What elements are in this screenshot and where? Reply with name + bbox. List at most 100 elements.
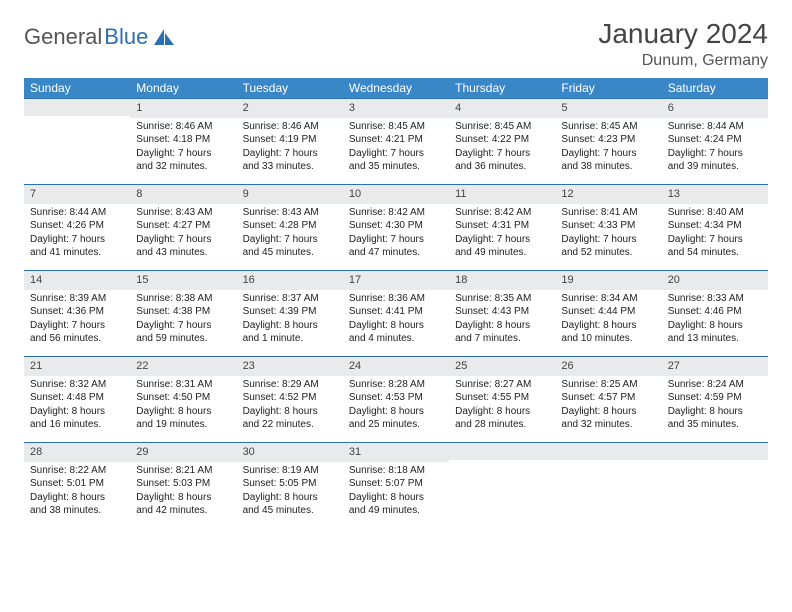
daylight-text: Daylight: 8 hours and 25 minutes.	[349, 405, 443, 432]
day: 24Sunrise: 8:28 AMSunset: 4:53 PMDayligh…	[343, 356, 449, 436]
day: 2Sunrise: 8:46 AMSunset: 4:19 PMDaylight…	[237, 98, 343, 178]
day: 8Sunrise: 8:43 AMSunset: 4:27 PMDaylight…	[130, 184, 236, 264]
daylight-text: Daylight: 8 hours and 7 minutes.	[455, 319, 549, 346]
sunset-text: Sunset: 4:31 PM	[455, 219, 549, 233]
day-body: Sunrise: 8:32 AMSunset: 4:48 PMDaylight:…	[24, 376, 130, 436]
daylight-text: Daylight: 7 hours and 47 minutes.	[349, 233, 443, 260]
day-body: Sunrise: 8:46 AMSunset: 4:18 PMDaylight:…	[130, 118, 236, 178]
sunset-text: Sunset: 4:24 PM	[668, 133, 762, 147]
day-number: 11	[449, 184, 555, 204]
daylight-text: Daylight: 8 hours and 28 minutes.	[455, 405, 549, 432]
day: 11Sunrise: 8:42 AMSunset: 4:31 PMDayligh…	[449, 184, 555, 264]
sunset-text: Sunset: 4:59 PM	[668, 391, 762, 405]
day: 15Sunrise: 8:38 AMSunset: 4:38 PMDayligh…	[130, 270, 236, 350]
day: 21Sunrise: 8:32 AMSunset: 4:48 PMDayligh…	[24, 356, 130, 436]
calendar-table: SundayMondayTuesdayWednesdayThursdayFrid…	[24, 78, 768, 528]
sunrise-text: Sunrise: 8:44 AM	[668, 120, 762, 134]
calendar-cell: 27Sunrise: 8:24 AMSunset: 4:59 PMDayligh…	[662, 356, 768, 442]
sunrise-text: Sunrise: 8:42 AM	[349, 206, 443, 220]
daylight-text: Daylight: 7 hours and 56 minutes.	[30, 319, 124, 346]
calendar-week-row: 14Sunrise: 8:39 AMSunset: 4:36 PMDayligh…	[24, 270, 768, 356]
sunrise-text: Sunrise: 8:24 AM	[668, 378, 762, 392]
sunset-text: Sunset: 4:36 PM	[30, 305, 124, 319]
day: 1Sunrise: 8:46 AMSunset: 4:18 PMDaylight…	[130, 98, 236, 178]
day-number: 4	[449, 98, 555, 118]
sunrise-text: Sunrise: 8:38 AM	[136, 292, 230, 306]
day-body: Sunrise: 8:31 AMSunset: 4:50 PMDaylight:…	[130, 376, 236, 436]
sunrise-text: Sunrise: 8:25 AM	[561, 378, 655, 392]
daylight-text: Daylight: 7 hours and 33 minutes.	[243, 147, 337, 174]
daylight-text: Daylight: 8 hours and 19 minutes.	[136, 405, 230, 432]
calendar-week-row: 1Sunrise: 8:46 AMSunset: 4:18 PMDaylight…	[24, 98, 768, 184]
calendar-cell: 24Sunrise: 8:28 AMSunset: 4:53 PMDayligh…	[343, 356, 449, 442]
calendar-cell: 11Sunrise: 8:42 AMSunset: 4:31 PMDayligh…	[449, 184, 555, 270]
day-body: Sunrise: 8:46 AMSunset: 4:19 PMDaylight:…	[237, 118, 343, 178]
sunrise-text: Sunrise: 8:34 AM	[561, 292, 655, 306]
daylight-text: Daylight: 7 hours and 52 minutes.	[561, 233, 655, 260]
day	[662, 442, 768, 460]
sunset-text: Sunset: 4:52 PM	[243, 391, 337, 405]
location-label: Dunum, Germany	[598, 52, 768, 70]
day-body: Sunrise: 8:39 AMSunset: 4:36 PMDaylight:…	[24, 290, 130, 350]
sunset-text: Sunset: 4:43 PM	[455, 305, 549, 319]
calendar-cell: 9Sunrise: 8:43 AMSunset: 4:28 PMDaylight…	[237, 184, 343, 270]
calendar-body: 1Sunrise: 8:46 AMSunset: 4:18 PMDaylight…	[24, 98, 768, 528]
sunset-text: Sunset: 4:21 PM	[349, 133, 443, 147]
calendar-cell: 25Sunrise: 8:27 AMSunset: 4:55 PMDayligh…	[449, 356, 555, 442]
day-body: Sunrise: 8:21 AMSunset: 5:03 PMDaylight:…	[130, 462, 236, 522]
weekday-header: Monday	[130, 78, 236, 98]
day: 4Sunrise: 8:45 AMSunset: 4:22 PMDaylight…	[449, 98, 555, 178]
day: 7Sunrise: 8:44 AMSunset: 4:26 PMDaylight…	[24, 184, 130, 264]
sunrise-text: Sunrise: 8:36 AM	[349, 292, 443, 306]
sunset-text: Sunset: 4:53 PM	[349, 391, 443, 405]
day-number: 2	[237, 98, 343, 118]
calendar-week-row: 7Sunrise: 8:44 AMSunset: 4:26 PMDaylight…	[24, 184, 768, 270]
calendar-cell: 4Sunrise: 8:45 AMSunset: 4:22 PMDaylight…	[449, 98, 555, 184]
day: 23Sunrise: 8:29 AMSunset: 4:52 PMDayligh…	[237, 356, 343, 436]
page-header: GeneralBlue January 2024 Dunum, Germany	[24, 18, 768, 70]
daylight-text: Daylight: 7 hours and 54 minutes.	[668, 233, 762, 260]
sunset-text: Sunset: 4:23 PM	[561, 133, 655, 147]
day-body: Sunrise: 8:45 AMSunset: 4:22 PMDaylight:…	[449, 118, 555, 178]
calendar-cell: 5Sunrise: 8:45 AMSunset: 4:23 PMDaylight…	[555, 98, 661, 184]
day: 17Sunrise: 8:36 AMSunset: 4:41 PMDayligh…	[343, 270, 449, 350]
day-number: 25	[449, 356, 555, 376]
day-number: 28	[24, 442, 130, 462]
sunset-text: Sunset: 4:46 PM	[668, 305, 762, 319]
title-block: January 2024 Dunum, Germany	[598, 18, 768, 70]
day: 25Sunrise: 8:27 AMSunset: 4:55 PMDayligh…	[449, 356, 555, 436]
sunset-text: Sunset: 4:26 PM	[30, 219, 124, 233]
day-number: 30	[237, 442, 343, 462]
weekday-header: Sunday	[24, 78, 130, 98]
brand-part1: General	[24, 24, 102, 50]
sunrise-text: Sunrise: 8:39 AM	[30, 292, 124, 306]
sunset-text: Sunset: 4:41 PM	[349, 305, 443, 319]
day-number	[24, 98, 130, 116]
day-body: Sunrise: 8:27 AMSunset: 4:55 PMDaylight:…	[449, 376, 555, 436]
day: 19Sunrise: 8:34 AMSunset: 4:44 PMDayligh…	[555, 270, 661, 350]
sunset-text: Sunset: 4:28 PM	[243, 219, 337, 233]
daylight-text: Daylight: 8 hours and 16 minutes.	[30, 405, 124, 432]
calendar-cell: 29Sunrise: 8:21 AMSunset: 5:03 PMDayligh…	[130, 442, 236, 528]
sunrise-text: Sunrise: 8:31 AM	[136, 378, 230, 392]
day-body: Sunrise: 8:38 AMSunset: 4:38 PMDaylight:…	[130, 290, 236, 350]
calendar-page: GeneralBlue January 2024 Dunum, Germany …	[0, 0, 792, 528]
day-body: Sunrise: 8:25 AMSunset: 4:57 PMDaylight:…	[555, 376, 661, 436]
daylight-text: Daylight: 7 hours and 38 minutes.	[561, 147, 655, 174]
day-number: 24	[343, 356, 449, 376]
calendar-cell: 14Sunrise: 8:39 AMSunset: 4:36 PMDayligh…	[24, 270, 130, 356]
daylight-text: Daylight: 7 hours and 36 minutes.	[455, 147, 549, 174]
daylight-text: Daylight: 7 hours and 39 minutes.	[668, 147, 762, 174]
sunset-text: Sunset: 4:22 PM	[455, 133, 549, 147]
sunset-text: Sunset: 4:19 PM	[243, 133, 337, 147]
day: 29Sunrise: 8:21 AMSunset: 5:03 PMDayligh…	[130, 442, 236, 522]
weekday-header: Wednesday	[343, 78, 449, 98]
day-number: 16	[237, 270, 343, 290]
sunrise-text: Sunrise: 8:45 AM	[455, 120, 549, 134]
day: 10Sunrise: 8:42 AMSunset: 4:30 PMDayligh…	[343, 184, 449, 264]
sunrise-text: Sunrise: 8:40 AM	[668, 206, 762, 220]
calendar-cell: 15Sunrise: 8:38 AMSunset: 4:38 PMDayligh…	[130, 270, 236, 356]
sunrise-text: Sunrise: 8:46 AM	[136, 120, 230, 134]
sunset-text: Sunset: 4:27 PM	[136, 219, 230, 233]
day-number: 13	[662, 184, 768, 204]
